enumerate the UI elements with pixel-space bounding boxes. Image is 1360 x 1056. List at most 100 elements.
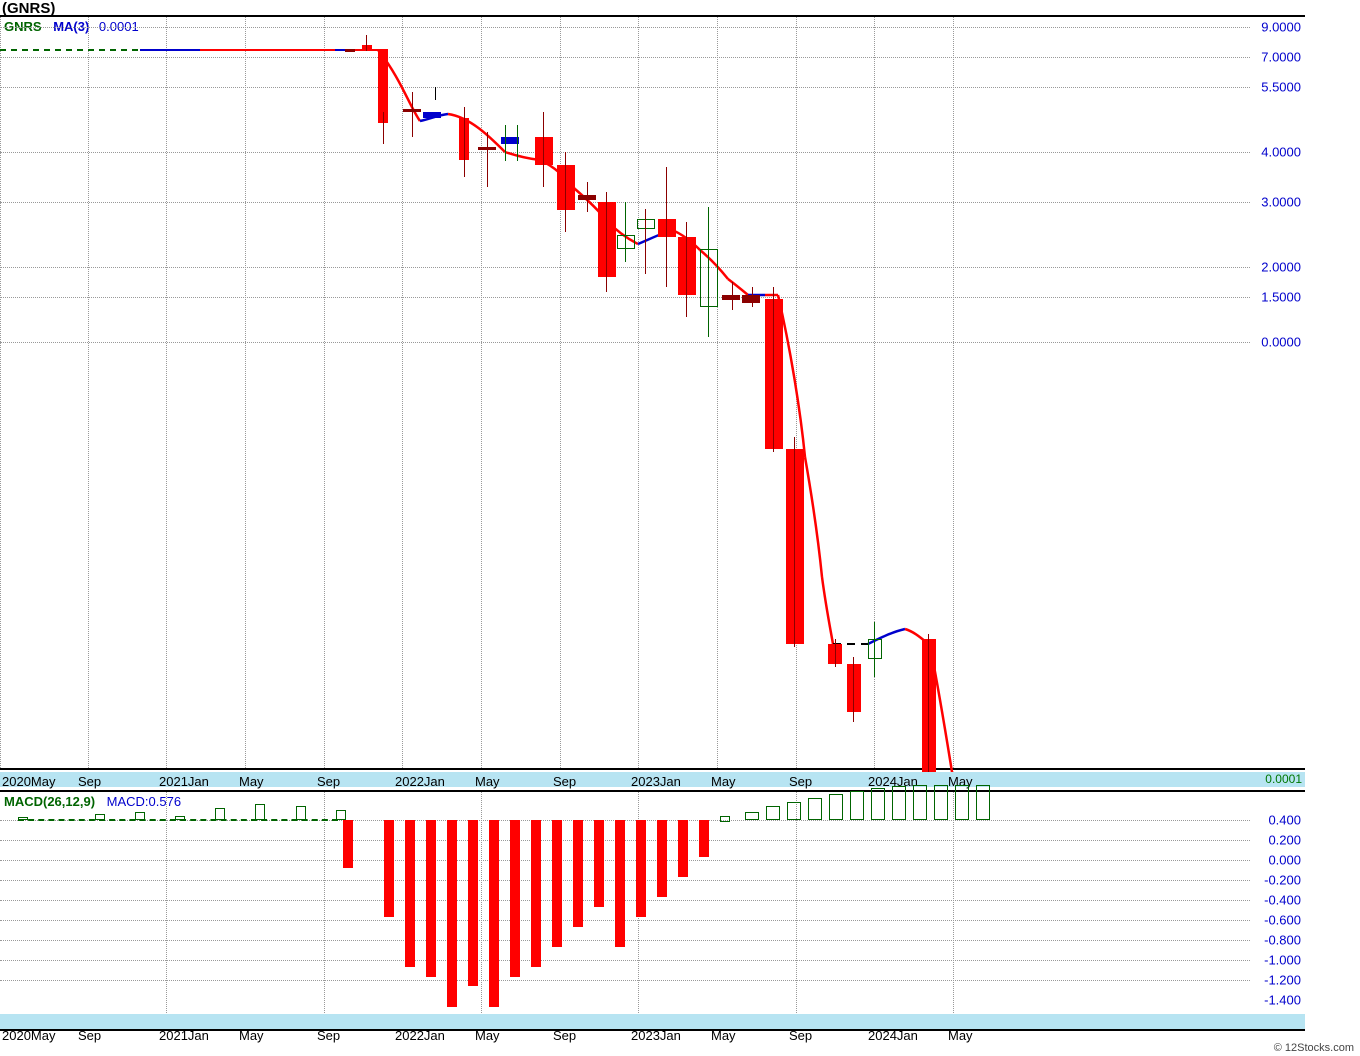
candle-body [786,449,804,644]
grid-v [481,792,482,1029]
macd-y-tick: 0.400 [1268,813,1301,828]
candle-body [765,299,783,449]
candle-wick [853,657,854,722]
macd-bar [850,791,864,820]
grid-h [0,940,1250,941]
footer-credit: © 12Stocks.com [1274,1042,1354,1054]
grid-v [166,792,167,1029]
grid-h [0,840,1250,841]
macd-legend: MACD(26,12,9) MACD:0.576 [4,794,181,809]
macd-bar [531,820,541,967]
macd-bar [135,812,145,820]
macd-bar [657,820,667,897]
macd-bar [343,820,353,868]
macd-bar [955,785,969,820]
macd-bar [95,814,105,820]
macd-bar [745,812,759,820]
macd-bar [787,802,801,820]
macd-bar [426,820,436,977]
candle-body [658,219,676,237]
macd-bar [296,806,306,820]
macd-bar [699,820,709,857]
candle-body [345,49,355,52]
macd-bar [934,785,948,820]
ma-line-chart [0,17,1305,772]
macd-y-tick: -0.800 [1264,933,1301,948]
current-price-badge: 0.0001 [1250,772,1305,787]
macd-bar [573,820,583,927]
macd-bar [405,820,415,967]
grid-h [0,860,1250,861]
macd-y-tick: 0.200 [1268,833,1301,848]
macd-y-tick: -0.600 [1264,913,1301,928]
macd-bar [552,820,562,947]
candle-wick [835,639,836,667]
macd-bar [510,820,520,977]
stock-chart-root: (GNRS) GNRS MA(3) 0.0001 9.0000 7 [0,0,1360,1056]
candle-body [637,219,655,229]
candle-wick [517,125,518,161]
candle-wick [645,209,646,274]
grid-h [0,960,1250,961]
candle-wick [565,152,566,232]
candle-wick [625,202,626,262]
macd-bar [636,820,646,917]
candle-wick [752,287,753,307]
macd-bar [384,820,394,917]
candle-wick [606,192,607,292]
price-panel: GNRS MA(3) 0.0001 9.0000 7.0000 5.5000 4… [0,15,1305,770]
candle-wick [435,87,436,100]
macd-panel: MACD(26,12,9) MACD:0.576 0.400 0.200 0.0… [0,790,1305,1031]
macd-bar [18,817,28,820]
macd-y-tick: -1.000 [1264,953,1301,968]
candle-wick [794,437,795,647]
macd-y-tick: -0.400 [1264,893,1301,908]
macd-bar [255,804,265,820]
macd-bar [871,788,885,820]
macd-legend-label: MACD(26,12,9) [4,794,95,809]
candle-body [557,165,575,210]
candle-body [535,137,553,165]
macd-bar [594,820,604,907]
macd-bar [175,816,185,820]
candle-body [868,639,882,659]
candle-body [598,202,616,277]
macd-bar [829,794,843,820]
candle-body [847,664,861,712]
candle-wick [666,167,667,287]
macd-bar [678,820,688,877]
candle-wick [412,92,413,137]
candle-body [678,237,696,295]
grid-h [0,880,1250,881]
macd-bar [615,820,625,947]
candle-wick [543,112,544,187]
macd-bar [766,806,780,820]
grid-h [0,920,1250,921]
candle-wick [587,182,588,212]
candle-body [700,249,718,307]
macd-bar [976,785,990,820]
candle-body [423,112,441,118]
macd-bar [336,810,346,820]
macd-y-tick: -0.200 [1264,873,1301,888]
grid-v [324,792,325,1029]
grid-v [953,792,954,1029]
candle-wick [505,125,506,161]
macd-bar [215,808,225,820]
candle-wick [732,282,733,310]
candle-body [742,295,760,303]
candle-wick [874,622,875,677]
macd-bar [489,820,499,1007]
macd-y-tick: 0.000 [1268,853,1301,868]
macd-y-tick: -1.400 [1264,993,1301,1008]
candle-wick [928,635,929,775]
candle-body [922,639,936,772]
candle-wick [686,222,687,317]
candle-body [617,235,635,249]
grid-h [0,900,1250,901]
candle-wick [464,107,465,177]
macd-bar [447,820,457,1007]
macd-bar [892,786,906,820]
candle-wick [708,207,709,337]
macd-axis-strip [0,1014,1305,1029]
